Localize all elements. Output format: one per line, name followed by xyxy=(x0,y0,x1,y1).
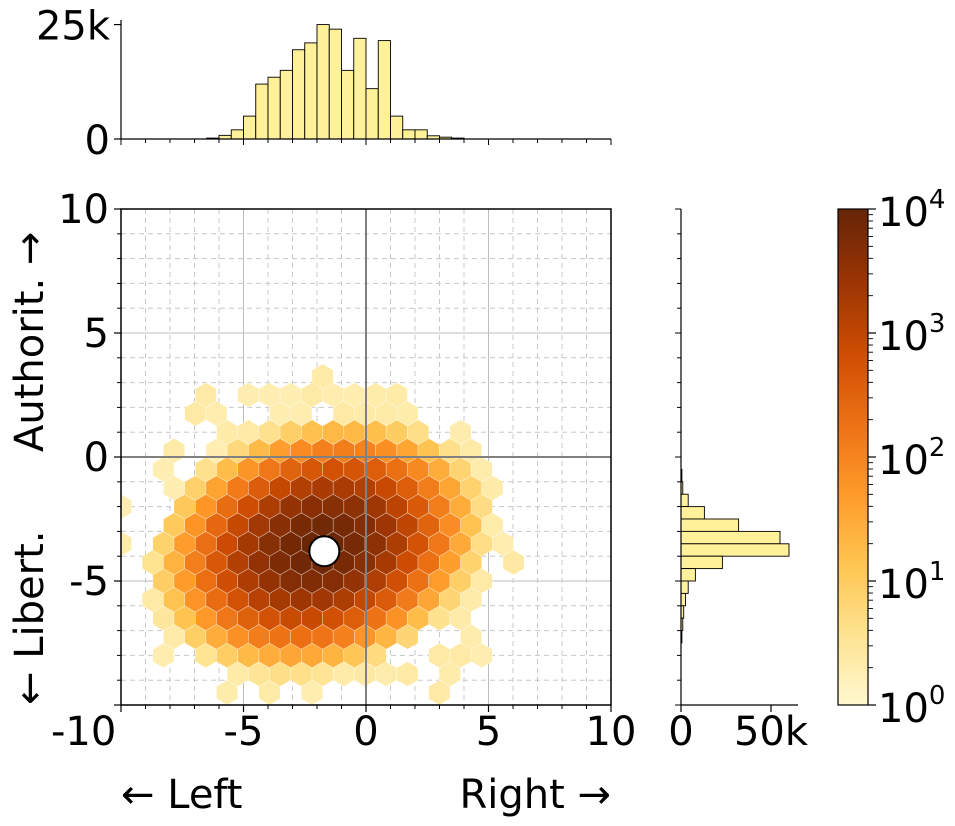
hexbin-cell xyxy=(121,493,132,520)
top-hist-bar xyxy=(255,83,269,140)
colorbar-tick-base: 10 xyxy=(878,562,929,608)
top-hist-y-tick-label: 25k xyxy=(36,4,111,50)
colorbar-tick-label: 102 xyxy=(878,433,945,484)
top-hist-bar xyxy=(304,42,318,140)
hexbin-cell xyxy=(121,531,132,557)
right-hist-bar xyxy=(680,580,689,594)
top-hist-bar xyxy=(377,40,391,140)
top-hist-bar xyxy=(243,115,257,140)
top-hist-bar xyxy=(230,129,244,140)
top-hist-bar xyxy=(292,49,306,140)
hexbin-cell xyxy=(195,382,217,408)
top-histogram xyxy=(206,24,465,140)
right-hist-bar xyxy=(680,543,790,557)
x-tick-label: -10 xyxy=(51,709,116,755)
x-tick-label: 10 xyxy=(586,709,637,755)
colorbar-tick-base: 10 xyxy=(878,686,929,732)
hexbin-cell xyxy=(385,382,408,408)
colorbar-tick-label: 100 xyxy=(878,681,945,732)
hexbin-cell xyxy=(396,661,419,687)
x-tick-label: 5 xyxy=(476,709,501,755)
y-tick-label: 10 xyxy=(58,187,109,233)
colorbar xyxy=(837,208,869,706)
xlabel-left: ← Left xyxy=(121,772,242,818)
mean-marker xyxy=(308,535,341,568)
right-hist-bar xyxy=(680,506,705,520)
right-hist-ticks: 0 50k xyxy=(668,208,809,755)
colorbar-tick-exponent: 2 xyxy=(929,433,946,463)
y-tick-label: 5 xyxy=(84,311,109,357)
main-ticks: -10 -5 0 5 10 -5 0 5 10 xyxy=(51,187,636,755)
x-tick-label: 0 xyxy=(353,709,378,755)
top-hist-ticks: 0 25k xyxy=(36,4,612,164)
colorbar-tick-exponent: 3 xyxy=(929,309,946,339)
right-hist-bar xyxy=(680,568,696,582)
colorbar-tick-base: 10 xyxy=(878,438,929,484)
hexbin-cell xyxy=(449,419,472,445)
top-hist-bar xyxy=(341,69,355,140)
ylabel-top: Authorit. → xyxy=(7,232,53,452)
colorbar-tick-exponent: 4 xyxy=(929,185,946,215)
x-tick-label: -5 xyxy=(224,709,264,755)
top-hist-bar xyxy=(390,115,404,140)
colorbar-tick-base: 10 xyxy=(878,190,929,236)
right-hist-x-tick-label: 0 xyxy=(668,709,693,755)
right-hist-bar xyxy=(680,530,781,545)
right-hist-bar xyxy=(680,518,740,532)
top-hist-bar xyxy=(402,129,416,140)
colorbar-tick-label: 101 xyxy=(878,557,945,608)
top-hist-y-tick-label: 0 xyxy=(85,118,110,164)
colorbar-tick-base: 10 xyxy=(878,314,929,360)
right-hist-bar xyxy=(680,493,689,508)
ylabel-bottom: ← Libert. xyxy=(7,531,53,705)
colorbar-tick-exponent: 0 xyxy=(929,681,946,711)
right-hist-x-tick-label: 50k xyxy=(734,709,809,755)
colorbar-tick-label: 104 xyxy=(878,185,945,236)
right-histogram xyxy=(680,468,790,644)
top-hist-bar xyxy=(414,129,428,140)
right-hist-bar xyxy=(680,555,723,570)
top-hist-bar xyxy=(316,24,330,140)
colorbar-tick-label: 103 xyxy=(878,309,945,360)
hexbin-cell xyxy=(311,363,334,390)
colorbar-tick-exponent: 1 xyxy=(929,557,946,587)
xlabel-right: Right → xyxy=(459,772,611,818)
top-hist-bar xyxy=(365,88,379,140)
top-hist-bar xyxy=(328,28,342,140)
top-hist-bar xyxy=(279,69,293,140)
right-hist-bar xyxy=(680,592,686,607)
y-tick-label: -5 xyxy=(69,559,109,605)
top-hist-bar xyxy=(267,76,281,140)
y-tick-label: 0 xyxy=(84,435,109,481)
hexbin-layer xyxy=(121,363,525,705)
top-hist-bar xyxy=(353,37,367,140)
